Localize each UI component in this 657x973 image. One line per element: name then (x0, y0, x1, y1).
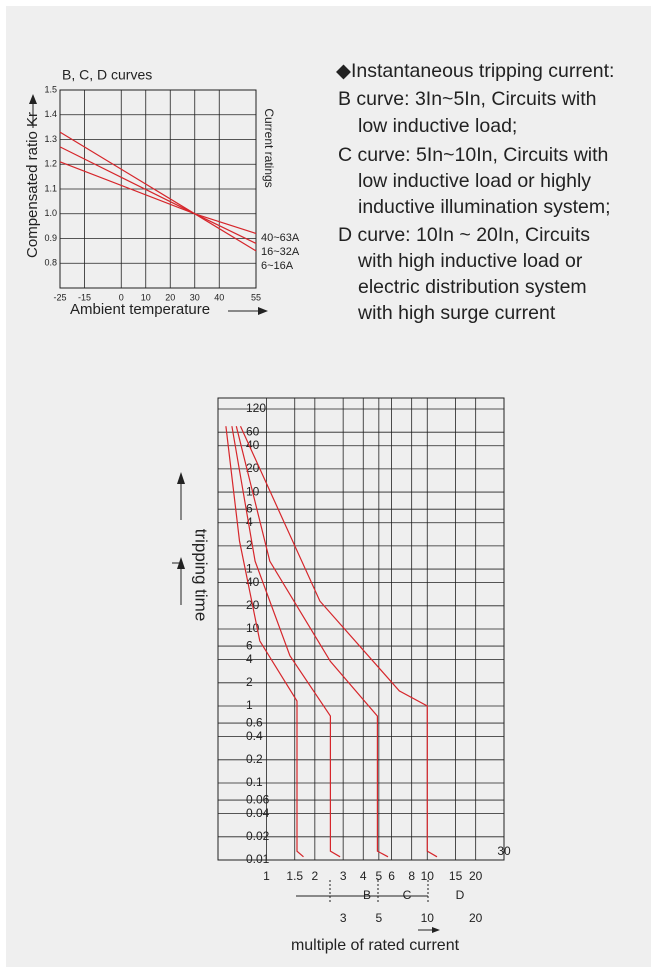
x-tick-label: 2 (311, 869, 318, 883)
y-tick-label: 20 (246, 461, 260, 475)
y-tick-label: 1 (246, 698, 253, 712)
x-tick-label: 15 (449, 869, 463, 883)
y-tick-label: 1.3 (44, 134, 57, 144)
x-tick-label: 5 (375, 869, 382, 883)
y-tick-label: 0.04 (246, 806, 270, 820)
x-secondary-label: 10 (421, 911, 435, 925)
note-line: with high surge current (357, 302, 556, 324)
range-label: B (363, 888, 371, 902)
curve (225, 426, 304, 858)
y-tick-label: 1.2 (44, 159, 57, 169)
x-tick-label: 6 (388, 869, 395, 883)
series-label: 6~16A (261, 260, 294, 272)
y-tick-label: 1.0 (44, 208, 57, 218)
right-label: Current ratings (262, 108, 276, 187)
x-axis-label: multiple of rated current (291, 937, 460, 954)
y-tick-label: 1.4 (44, 109, 57, 119)
series-label: 16~32A (261, 246, 300, 258)
x-tick-label: 10 (421, 869, 435, 883)
y-tick-label: 0.06 (246, 792, 270, 806)
x-tick-label: 4 (360, 869, 367, 883)
y-tick-label: 2 (246, 538, 253, 552)
chart-title: B, C, D curves (62, 67, 152, 83)
axis-arrow-head (29, 94, 37, 104)
x-tick-label: 30 (497, 844, 511, 858)
y-tick-label: 4 (246, 515, 253, 529)
y-tick-label: 40 (246, 438, 260, 452)
y-tick-label: 60 (246, 424, 260, 438)
x-tick-label: 20 (165, 292, 175, 302)
y-tick-label: 0.8 (44, 258, 57, 268)
x-tick-label: -25 (53, 292, 66, 302)
x-tick-label: -15 (78, 292, 91, 302)
curve (59, 131, 257, 252)
x-tick-label: 8 (408, 869, 415, 883)
y-tick-label: 0.1 (246, 775, 263, 789)
y-tick-label: 0.2 (246, 752, 263, 766)
x-axis-label: Ambient temperature (70, 301, 210, 318)
curve (231, 426, 341, 858)
y-tick-label: 2 (246, 675, 253, 689)
note-line: inductive illumination system; (358, 196, 611, 218)
note-line: electric distribution system (358, 276, 587, 298)
y-tick-label: 0.02 (246, 829, 270, 843)
y-tick-label: 1.1 (44, 183, 57, 193)
y-tick-label: 0.9 (44, 233, 57, 243)
x-secondary-label: 20 (469, 911, 483, 925)
note-line: low inductive load or highly (358, 170, 591, 192)
curve (239, 425, 438, 858)
y-tick-label: 1.5 (44, 84, 57, 94)
x-tick-label: 10 (141, 292, 151, 302)
y-tick-label: 6 (246, 638, 253, 652)
x-secondary-label: 5 (375, 911, 382, 925)
y-axis-label: tripping time (192, 529, 211, 622)
note-line: B curve: 3In~5In, Circuits with (338, 88, 596, 110)
x-tick-label: 55 (251, 292, 261, 302)
note-line: C curve: 5In~10In, Circuits with (338, 144, 608, 166)
y-tick-label: 0.6 (246, 715, 263, 729)
x-tick-label: 30 (190, 292, 200, 302)
y-axis-label: Compensated ratio Kr (24, 112, 41, 258)
note-line: low inductive load; (358, 115, 517, 137)
background (6, 6, 651, 967)
x-secondary-label: 3 (340, 911, 347, 925)
axis-arrow-head (177, 472, 185, 484)
y-tick-label: 0.4 (246, 729, 263, 743)
y-tick-label: 4 (246, 652, 253, 666)
y-tick-label: 1 (246, 561, 253, 575)
note-line: D curve: 10In ~ 20In, Circuits (338, 224, 590, 246)
curve (235, 426, 389, 858)
x-tick-label: 0 (119, 292, 124, 302)
y-tick-label: 120 (246, 401, 266, 415)
axis-arrow-head (432, 927, 440, 933)
range-label: D (456, 888, 465, 902)
x-tick-label: 40 (214, 292, 224, 302)
x-tick-label: 20 (469, 869, 483, 883)
x-tick-label: 1 (263, 869, 270, 883)
axis-arrow-head (258, 307, 268, 315)
range-label: C (403, 888, 412, 902)
series-label: 40~63A (261, 232, 300, 244)
y-tick-label: 0.01 (246, 852, 270, 866)
note-line: with high inductive load or (357, 250, 583, 272)
y-tick-label: 40 (246, 575, 260, 589)
y-tick-label: 6 (246, 501, 253, 515)
x-tick-label: 3 (340, 869, 347, 883)
notes-heading: ◆Instantaneous tripping current: (336, 60, 614, 82)
x-tick-label: 1.5 (286, 869, 303, 883)
